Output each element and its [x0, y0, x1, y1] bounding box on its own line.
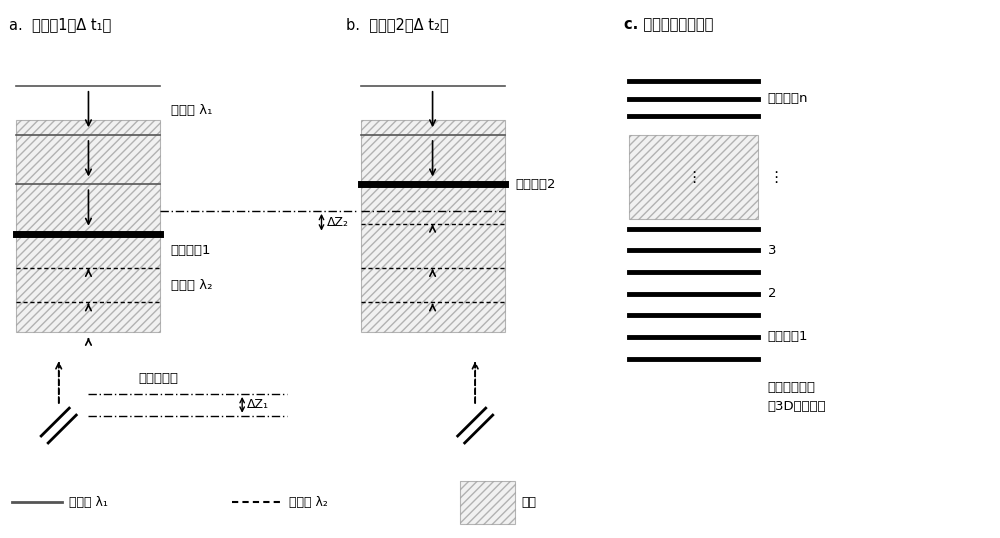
- Text: ΔZ₁: ΔZ₁: [247, 398, 269, 412]
- Text: 信号断层1: 信号断层1: [171, 244, 211, 257]
- Text: 光脉冲 λ₂: 光脉冲 λ₂: [289, 496, 328, 509]
- Text: 信号断层n: 信号断层n: [768, 92, 808, 105]
- Bar: [361, 121, 505, 332]
- Text: 信号断层1: 信号断层1: [768, 330, 808, 343]
- Text: 光程差调节: 光程差调节: [138, 372, 178, 385]
- Text: 信号断层2: 信号断层2: [515, 178, 555, 191]
- Text: 3: 3: [768, 244, 776, 257]
- Bar: [629, 135, 758, 219]
- Text: b.  光程差2（Δ t₂）: b. 光程差2（Δ t₂）: [346, 17, 449, 32]
- Text: 扫描光程差实
现3D断层成像: 扫描光程差实 现3D断层成像: [768, 381, 826, 413]
- Text: ΔZ₂: ΔZ₂: [326, 216, 348, 229]
- Text: c. 光学三维断层成像: c. 光学三维断层成像: [624, 17, 713, 32]
- Text: 样本: 样本: [522, 496, 537, 509]
- Text: ⋮: ⋮: [686, 170, 701, 185]
- Text: ⋮: ⋮: [768, 170, 783, 185]
- Text: 2: 2: [768, 287, 776, 300]
- Text: a.  光程差1（Δ t₁）: a. 光程差1（Δ t₁）: [9, 17, 111, 32]
- Bar: [460, 480, 515, 524]
- Text: 光脉冲 λ₁: 光脉冲 λ₁: [171, 104, 212, 117]
- Text: 光脉冲 λ₁: 光脉冲 λ₁: [69, 496, 108, 509]
- Bar: [16, 121, 160, 332]
- Text: 光脉冲 λ₂: 光脉冲 λ₂: [171, 279, 212, 292]
